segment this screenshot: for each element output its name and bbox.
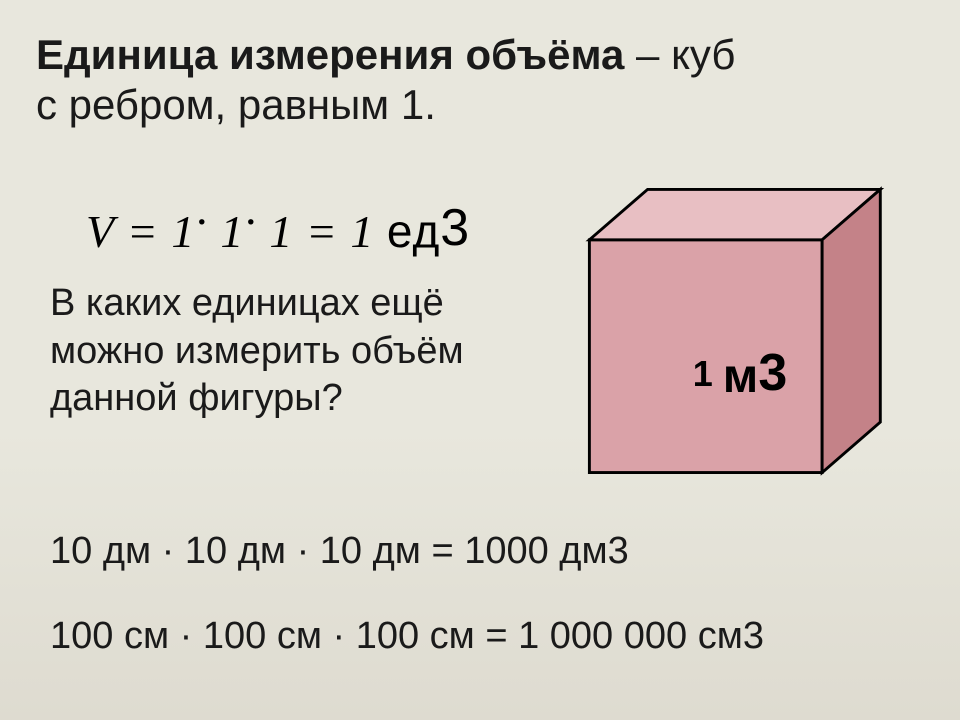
title-line2: с ребром, равным 1.	[36, 81, 436, 128]
title-bold: Единица измерения объёма	[36, 31, 624, 78]
formula-sup: 3	[440, 199, 470, 257]
formula-V: V	[86, 206, 114, 257]
question-l1: В каких единицах ещё	[50, 282, 444, 324]
formula-eq1: =	[127, 206, 159, 257]
cube-label: 1 м3	[570, 345, 890, 405]
formula-1res: 1	[350, 206, 374, 257]
title-rest-1: – куб	[624, 31, 735, 78]
formula-dot-a: ·	[195, 196, 208, 247]
cube-diagram: 1 м3	[570, 170, 890, 490]
formula-1c: 1	[269, 206, 293, 257]
equation-dm: 10 дм · 10 дм · 10 дм = 1000 дм3	[50, 530, 629, 573]
formula-1b: 1	[220, 206, 244, 257]
cube-label-m: м	[723, 350, 759, 403]
cube-side-face	[822, 189, 880, 472]
formula-unit: ед	[387, 205, 440, 257]
cube-svg	[570, 170, 890, 490]
volume-formula: V = 1· 1· 1 = 1 ед3	[86, 200, 470, 260]
question-text: В каких единицах ещё можно измерить объё…	[50, 280, 570, 423]
formula-eq2: =	[306, 206, 338, 257]
formula-dot-b: ·	[244, 196, 257, 247]
title: Единица измерения объёма – куб с ребром,…	[36, 30, 924, 129]
cube-label-1: 1	[693, 353, 723, 394]
cube-label-3: 3	[758, 344, 787, 402]
equation-cm: 100 см · 100 см · 100 см = 1 000 000 см3	[50, 615, 764, 658]
formula-1a: 1	[171, 206, 195, 257]
question-l2: можно измерить объём	[50, 330, 464, 372]
question-l3: данной фигуры?	[50, 377, 343, 419]
